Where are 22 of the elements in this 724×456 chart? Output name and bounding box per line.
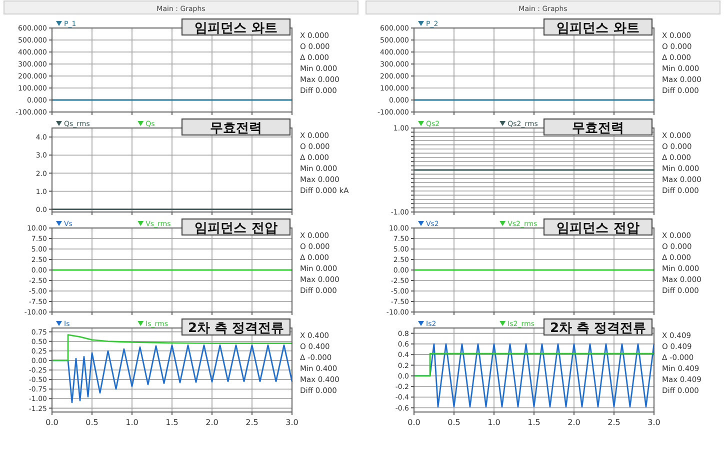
x-tick-label: 2.0 [206,418,218,427]
chart-title: 임피던스 전압 [194,221,278,236]
chart-title: 임피던스 와트 [556,21,640,36]
x-tick-label: 2.0 [568,418,580,427]
x-tick-label: 3.0 [286,418,298,427]
chart-title: 무효전력 [572,121,624,136]
x-tick-label: 0.0 [408,418,420,427]
x-tick-label: 2.5 [608,418,620,427]
x-tick-label: 1.5 [528,418,540,427]
chart-title: 2차 측 정격전류 [550,321,646,336]
chart-title: 임피던스 전압 [556,221,640,236]
x-tick-label: 3.0 [648,418,660,427]
x-tick-label: 0.5 [448,418,460,427]
x-tick-label: 1.5 [166,418,178,427]
chart-title: 임피던스 와트 [194,21,278,36]
x-tick-label: 0.0 [46,418,58,427]
x-tick-label: 2.5 [246,418,258,427]
x-tick-label: 1.0 [126,418,138,427]
chart-title: 무효전력 [210,121,262,136]
x-tick-label: 1.0 [488,418,500,427]
chart-title: 2차 측 정격전류 [188,321,284,336]
x-tick-label: 0.5 [86,418,98,427]
